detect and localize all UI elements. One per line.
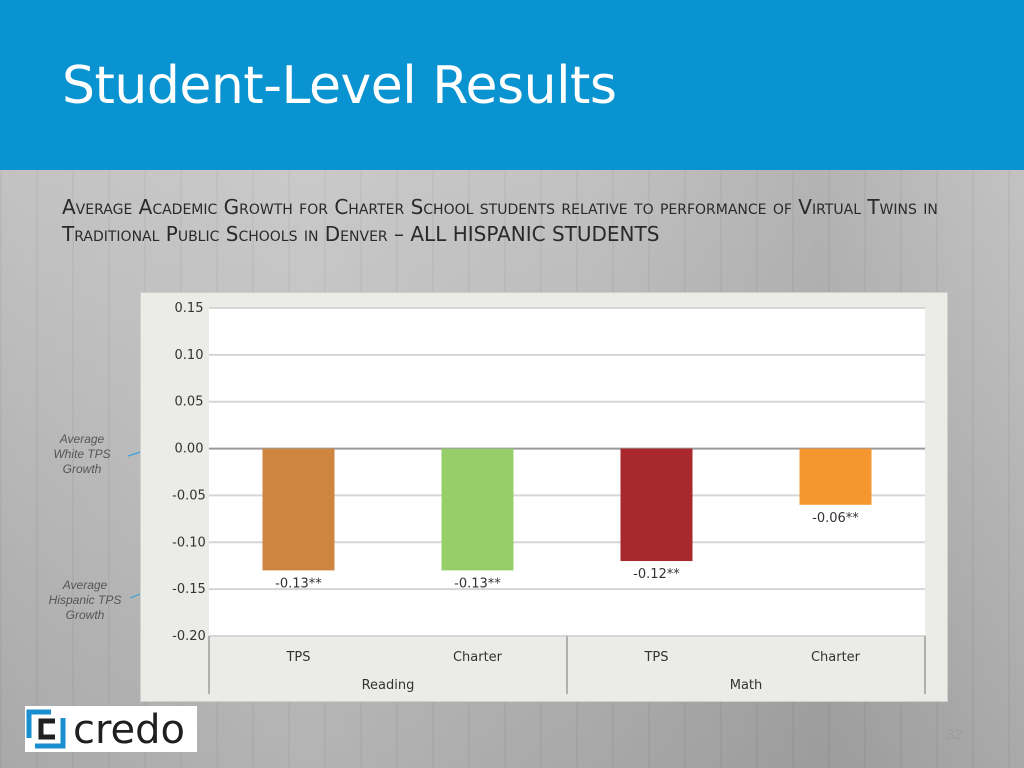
bar (620, 448, 693, 562)
slide-header: Student-Level Results (0, 0, 1024, 170)
chart-subtitle: Average Academic Growth for Charter Scho… (62, 195, 938, 246)
logo-wordmark: credo (73, 707, 185, 752)
data-label: -0.13** (454, 576, 501, 591)
data-label: -0.06** (812, 511, 859, 526)
note-average-white-tps-growth: Average White TPS Growth (53, 432, 111, 476)
data-label: -0.13** (275, 576, 322, 591)
y-tick-label: -0.05 (172, 488, 206, 503)
x-category-label: TPS (285, 650, 310, 665)
slide-title: Student-Level Results (62, 56, 617, 116)
y-tick-label: -0.20 (172, 629, 206, 644)
bar (441, 448, 514, 571)
x-group-label: Math (730, 678, 763, 693)
x-category-label: Charter (453, 650, 503, 665)
bar-chart: 0.15 0.10 0.05 0.00 -0.05 -0.10 -0.15 -0.20 -0.1… (172, 301, 926, 694)
x-category-label: Charter (811, 650, 861, 665)
chart-frame: 0.15 0.10 0.05 0.00 -0.05 -0.10 -0.15 -0.20 -0.1… (140, 292, 948, 702)
credo-logo: credo (25, 706, 197, 753)
y-tick-label: 0.10 (175, 348, 204, 363)
y-tick-label: -0.10 (172, 535, 206, 550)
x-category-label: TPS (643, 650, 668, 665)
bar (262, 448, 335, 571)
bar (799, 448, 872, 505)
y-tick-label: -0.15 (172, 582, 206, 597)
data-label: -0.12** (633, 567, 680, 582)
y-tick-label: 0.00 (175, 442, 204, 457)
y-tick-label: 0.15 (175, 301, 204, 316)
y-tick-label: 0.05 (175, 395, 204, 410)
page-number: 32 (946, 726, 962, 742)
credo-logo-mark: credo (25, 707, 185, 753)
note-average-hispanic-tps-growth: Average Hispanic TPS Growth (48, 578, 122, 622)
x-group-label: Reading (362, 678, 415, 693)
